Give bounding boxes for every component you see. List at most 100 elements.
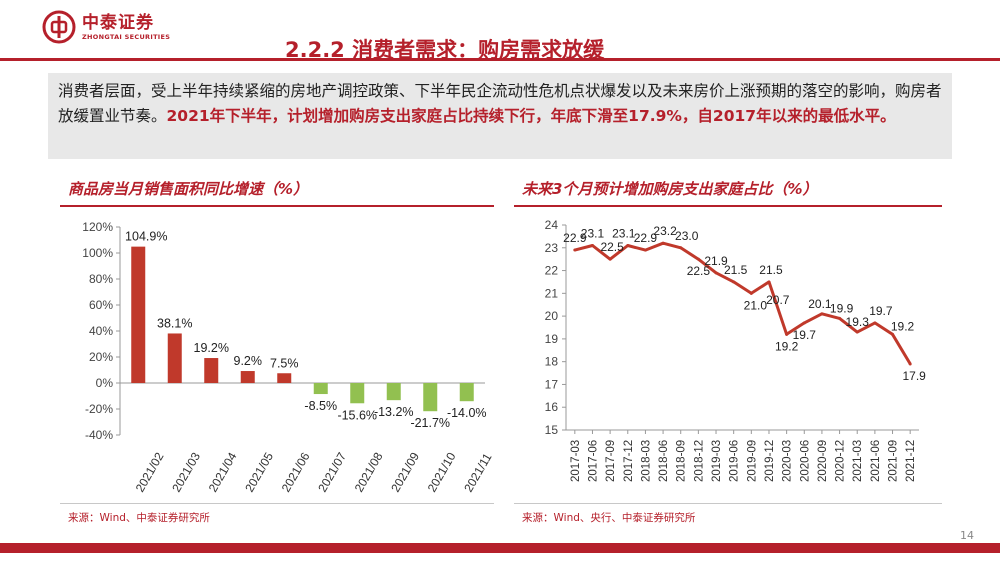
- x-tick-label: 2021/02: [133, 450, 167, 495]
- point-label: 21.5: [759, 263, 783, 277]
- point-label: 21.5: [724, 263, 748, 277]
- bar-value-label: 7.5%: [270, 356, 299, 370]
- bar: [240, 371, 255, 383]
- point-label: 19.3: [846, 315, 870, 329]
- left-chart-bottom-rule: [60, 503, 494, 504]
- x-tick-label: 2018-09: [676, 440, 688, 482]
- point-label: 23.1: [612, 227, 636, 241]
- x-tick-label: 2021-03: [852, 440, 864, 482]
- x-tick-label: 2019-06: [729, 440, 741, 482]
- point-label-extra: 20.7: [766, 293, 790, 307]
- point-label: 19.7: [793, 328, 817, 342]
- y-tick-label: 20: [545, 309, 559, 323]
- point-label: 21.0: [744, 298, 768, 312]
- y-tick-label: -20%: [85, 402, 113, 416]
- bar-value-label: -13.2%: [374, 405, 414, 419]
- x-tick-label: 2020-03: [782, 440, 794, 482]
- data-point: [608, 257, 612, 261]
- summary-box: 消费者层面，受上半年持续紧缩的房地产调控政策、下半年民企流动性危机点状爆发以及未…: [48, 73, 952, 159]
- data-point: [838, 316, 842, 320]
- logo-name-cn: 中泰证券: [82, 13, 154, 33]
- data-point: [785, 332, 789, 336]
- bar: [459, 383, 474, 402]
- data-point: [590, 244, 594, 247]
- x-tick-label: 2021/11: [461, 450, 494, 494]
- data-point: [732, 280, 736, 284]
- bar: [204, 358, 219, 383]
- x-tick-label: 2021/05: [242, 450, 276, 495]
- x-tick-label: 2019-03: [711, 440, 723, 482]
- data-point: [855, 330, 859, 334]
- bar-value-label: 38.1%: [157, 316, 192, 330]
- data-point: [573, 248, 577, 252]
- x-tick-label: 2018-06: [658, 440, 670, 482]
- bar: [167, 333, 182, 383]
- y-tick-label: 19: [545, 332, 559, 346]
- point-label: 21.9: [704, 254, 728, 268]
- point-label: 22.5: [687, 264, 711, 278]
- bar-value-label: 19.2%: [194, 341, 229, 355]
- x-tick-label: 2021/07: [315, 450, 349, 495]
- data-point: [767, 280, 771, 284]
- point-label: 23.1: [581, 227, 605, 241]
- y-tick-label: 24: [545, 218, 559, 232]
- y-tick-label: 15: [545, 423, 559, 437]
- right-chart-bottom-rule: [514, 503, 942, 504]
- bar: [131, 246, 146, 383]
- x-tick-label: 2017-03: [570, 440, 582, 482]
- y-tick-label: 22: [545, 264, 559, 278]
- data-point: [891, 332, 895, 336]
- y-tick-label: 18: [545, 355, 559, 369]
- x-tick-label: 2020-06: [799, 440, 811, 482]
- x-tick-label: 2021/06: [279, 450, 313, 495]
- data-point: [679, 246, 683, 250]
- summary-highlight: 2021年下半年，计划增加购房支出家庭占比持续下行，年底下滑至17.9%，自20…: [166, 107, 896, 125]
- right-chart-title-rule: [514, 205, 942, 207]
- bar: [350, 383, 365, 404]
- point-label: 19.7: [869, 304, 893, 318]
- brand-logo: 中泰证券 ZHONGTAI SECURITIES: [42, 10, 170, 44]
- x-tick-label: 2020-09: [817, 440, 829, 482]
- x-tick-label: 2019-12: [764, 440, 776, 482]
- data-point: [873, 321, 877, 325]
- page-number: 14: [960, 529, 974, 542]
- data-point: [820, 312, 824, 316]
- x-tick-label: 2017-06: [587, 440, 599, 482]
- y-tick-label: 80%: [89, 272, 113, 286]
- bar-value-label: -15.6%: [337, 408, 377, 422]
- x-tick-label: 2021/08: [352, 450, 386, 495]
- point-label: 23.2: [653, 224, 677, 238]
- data-point: [802, 321, 806, 325]
- header-divider: [0, 58, 1000, 61]
- line-chart: 1516171819202122232422.923.122.523.122.9…: [545, 218, 927, 482]
- point-label: 22.9: [634, 231, 658, 245]
- left-chart-title-rule: [60, 205, 494, 207]
- right-chart-title: 未来3个月预计增加购房支出家庭占比（%）: [522, 180, 818, 198]
- header-bar: 中泰证券 ZHONGTAI SECURITIES: [0, 0, 1000, 60]
- x-tick-label: 2021/04: [206, 450, 240, 495]
- x-tick-label: 2021-06: [870, 440, 882, 482]
- data-point: [908, 362, 912, 366]
- point-label: 19.2: [775, 339, 799, 353]
- series-line: [574, 241, 912, 365]
- footer-bar: [0, 543, 1000, 553]
- point-label: 19.2: [891, 319, 915, 333]
- x-tick-label: 2018-03: [640, 440, 652, 482]
- x-tick-label: 2021/10: [425, 450, 459, 495]
- logo-name-en: ZHONGTAI SECURITIES: [82, 33, 171, 41]
- y-tick-label: 0%: [96, 376, 114, 390]
- bar-value-label: -8.5%: [304, 399, 337, 413]
- x-tick-label: 2021/03: [169, 450, 203, 495]
- bar-value-label: 104.9%: [125, 230, 167, 244]
- x-tick-label: 2017-12: [623, 440, 635, 482]
- data-point: [749, 291, 753, 295]
- y-tick-label: 40%: [89, 324, 113, 338]
- point-label: 17.9: [902, 369, 926, 383]
- left-chart-source: 来源：Wind、中泰证券研究所: [68, 512, 210, 524]
- bar-value-label: 9.2%: [234, 354, 263, 368]
- right-chart-source: 来源：Wind、央行、中泰证券研究所: [522, 512, 696, 524]
- y-tick-label: 100%: [82, 246, 113, 260]
- x-tick-label: 2018-12: [693, 440, 705, 482]
- y-tick-label: 60%: [89, 298, 113, 312]
- point-label: 20.1: [808, 297, 832, 311]
